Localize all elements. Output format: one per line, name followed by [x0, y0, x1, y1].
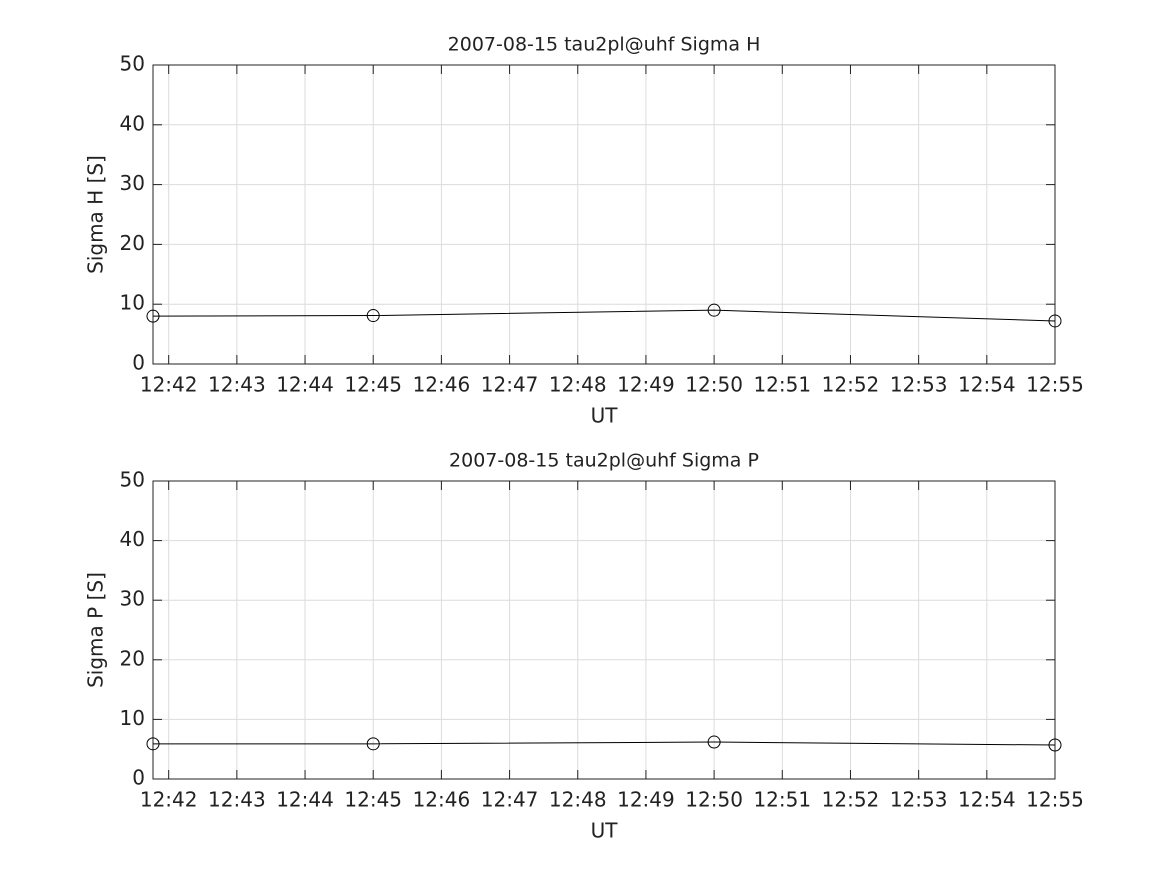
- chart: 12:42 12:43 12:44 12:45 12:46 12:47 12:48 12:49…: [84, 34, 1084, 428]
- plot-area: [153, 481, 1055, 779]
- axes-frame: [152, 480, 1056, 780]
- x-tick-label: 12:51: [753, 788, 811, 812]
- x-tick-label: 12:46: [413, 373, 471, 397]
- y-tick-label: 50: [120, 468, 145, 492]
- x-tick-label: 12:55: [1026, 788, 1084, 812]
- y-tick-label: 0: [132, 351, 145, 375]
- x-tick-label: 12:52: [822, 788, 880, 812]
- x-tick-label: 12:49: [617, 788, 675, 812]
- y-axis-label: Sigma P [S]: [84, 572, 108, 688]
- x-tick-label: 12:50: [685, 788, 743, 812]
- x-tick-label: 12:51: [753, 373, 811, 397]
- x-tick-label: 12:52: [822, 373, 880, 397]
- x-tick-label: 12:45: [344, 788, 402, 812]
- x-tick-label: 12:50: [685, 373, 743, 397]
- x-axis-label: UT: [591, 404, 619, 428]
- marker: [707, 303, 721, 317]
- y-tick-label: 30: [120, 171, 145, 195]
- axes-frame: [152, 64, 1056, 365]
- marker: [366, 309, 380, 323]
- x-tick-label: 12:44: [276, 373, 334, 397]
- x-tick-label: 12:55: [1026, 373, 1084, 397]
- y-tick-label: 50: [120, 52, 145, 76]
- marker: [366, 737, 380, 751]
- x-tick-label: 12:48: [549, 788, 607, 812]
- chart: 12:42 12:43 12:44 12:45 12:46 12:47 12:48 12:49…: [84, 450, 1084, 843]
- x-tick-label: 12:47: [481, 373, 539, 397]
- line: [152, 309, 1056, 322]
- y-tick-label: 10: [120, 706, 145, 730]
- x-tick-label: 12:43: [208, 788, 266, 812]
- x-tick-label: 12:42: [140, 373, 198, 397]
- y-tick-label: 20: [120, 231, 145, 255]
- x-tick-label: 12:53: [890, 373, 948, 397]
- x-tick-label: 12:53: [890, 788, 948, 812]
- x-tick-label: 12:45: [344, 373, 402, 397]
- marker: [146, 309, 160, 323]
- x-tick-label: 12:44: [276, 788, 334, 812]
- chart-title: 2007-08-15 tau2pl@uhf Sigma H: [448, 34, 761, 56]
- y-tick-label: 40: [120, 527, 145, 551]
- marker: [707, 735, 721, 749]
- x-tick-label: 12:46: [413, 788, 471, 812]
- x-axis-label: UT: [591, 819, 619, 843]
- chart-title: 2007-08-15 tau2pl@uhf Sigma P: [449, 450, 759, 472]
- x-tick-label: 12:54: [958, 788, 1016, 812]
- x-tick-label: 12:49: [617, 373, 675, 397]
- x-tick-label: 12:48: [549, 373, 607, 397]
- x-tick-label: 12:42: [140, 788, 198, 812]
- y-tick-label: 20: [120, 646, 145, 670]
- y-tick-label: 40: [120, 111, 145, 135]
- plot-area: [153, 65, 1055, 364]
- marker: [146, 737, 160, 751]
- y-tick-label: 30: [120, 587, 145, 611]
- y-tick-label: 0: [132, 766, 145, 790]
- x-tick-label: 12:54: [958, 373, 1016, 397]
- y-axis-label: Sigma H [S]: [84, 155, 108, 274]
- x-tick-label: 12:47: [481, 788, 539, 812]
- x-tick-label: 12:43: [208, 373, 266, 397]
- marker: [1048, 738, 1062, 752]
- marker: [1048, 314, 1062, 328]
- y-tick-label: 10: [120, 291, 145, 315]
- line: [153, 741, 1056, 746]
